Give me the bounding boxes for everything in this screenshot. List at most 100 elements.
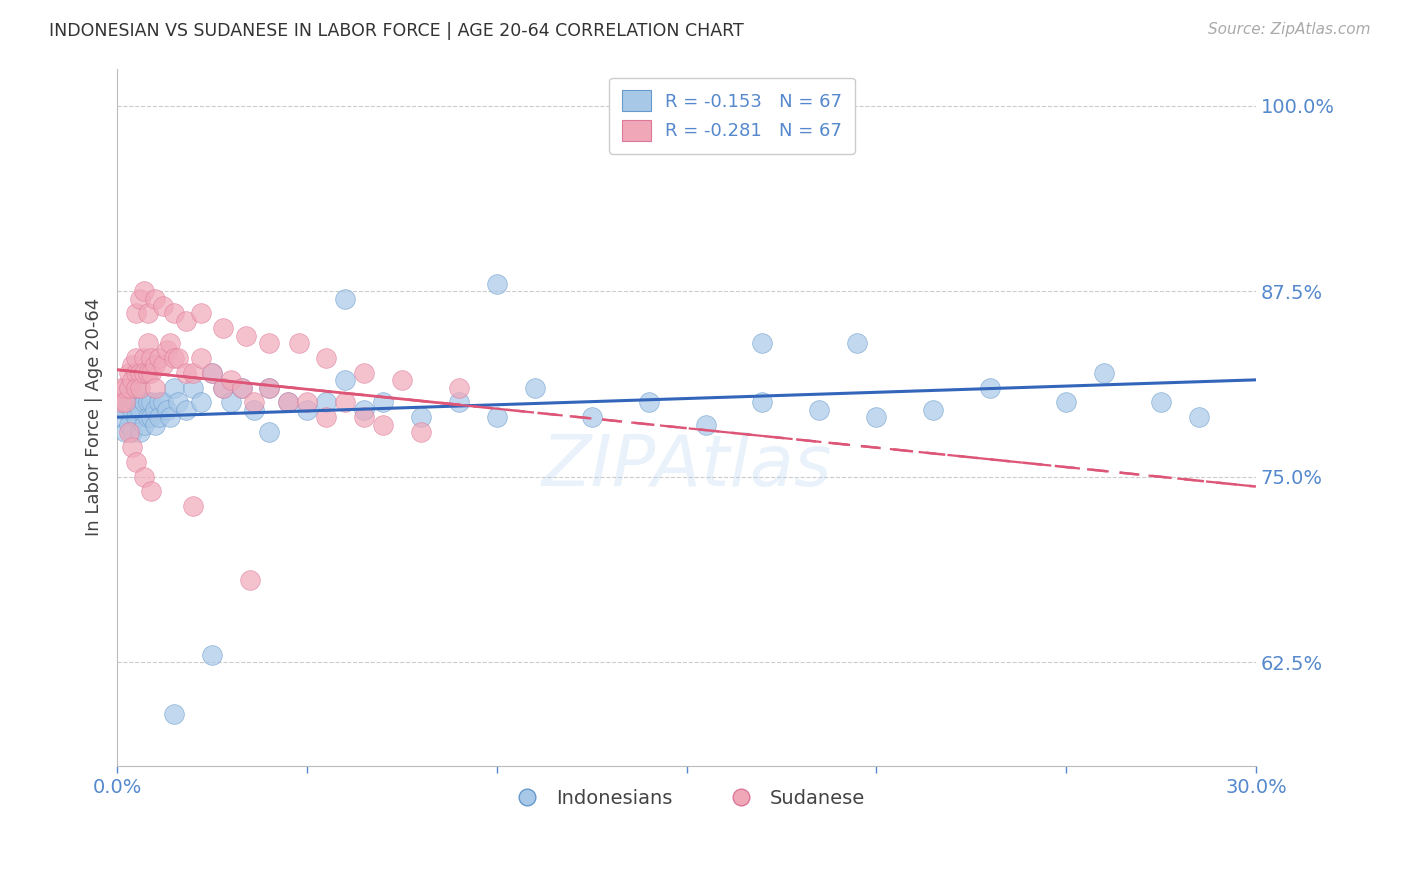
Point [114, 402, 136, 417]
Point [581, 410, 603, 425]
Point [114, 395, 136, 409]
Point [315, 410, 337, 425]
Point [353, 410, 375, 425]
Point [1092, 366, 1115, 380]
Point [110, 410, 132, 425]
Point [136, 336, 159, 351]
Point [163, 706, 186, 721]
Point [751, 395, 773, 409]
Point [190, 306, 212, 320]
Point [125, 351, 148, 365]
Point [132, 284, 155, 298]
Point [152, 395, 174, 409]
Point [136, 410, 159, 425]
Point [212, 380, 235, 394]
Point [141, 484, 163, 499]
Point [155, 343, 177, 358]
Point [132, 351, 155, 365]
Point [315, 351, 337, 365]
Point [117, 417, 139, 432]
Point [201, 366, 224, 380]
Point [163, 380, 186, 394]
Point [125, 380, 148, 394]
Point [235, 328, 257, 343]
Point [181, 380, 204, 394]
Point [295, 402, 318, 417]
Point [143, 292, 166, 306]
Point [257, 380, 280, 394]
Point [121, 402, 143, 417]
Point [148, 410, 170, 425]
Point [239, 574, 262, 588]
Point [1188, 410, 1211, 425]
Point [141, 351, 163, 365]
Point [117, 366, 139, 380]
Point [181, 366, 204, 380]
Point [371, 417, 394, 432]
Point [485, 277, 508, 291]
Point [371, 395, 394, 409]
Point [117, 380, 139, 394]
Point [141, 395, 163, 409]
Point [751, 336, 773, 351]
Point [117, 395, 139, 409]
Point [152, 299, 174, 313]
Point [125, 380, 148, 394]
Point [979, 380, 1001, 394]
Point [277, 395, 299, 409]
Point [117, 425, 139, 439]
Point [117, 380, 139, 394]
Point [190, 395, 212, 409]
Point [143, 359, 166, 373]
Point [243, 395, 266, 409]
Y-axis label: In Labor Force | Age 20-64: In Labor Force | Age 20-64 [86, 298, 103, 536]
Point [121, 440, 143, 454]
Point [121, 373, 143, 387]
Point [155, 402, 177, 417]
Point [132, 417, 155, 432]
Point [125, 366, 148, 380]
Point [201, 648, 224, 662]
Point [174, 402, 197, 417]
Point [136, 366, 159, 380]
Point [295, 395, 318, 409]
Point [523, 380, 546, 394]
Point [148, 351, 170, 365]
Point [152, 359, 174, 373]
Point [201, 366, 224, 380]
Point [865, 410, 887, 425]
Point [212, 321, 235, 335]
Point [121, 425, 143, 439]
Point [129, 366, 152, 380]
Point [637, 395, 659, 409]
Point [129, 425, 152, 439]
Point [695, 417, 717, 432]
Point [167, 351, 190, 365]
Point [257, 336, 280, 351]
Point [143, 402, 166, 417]
Point [132, 395, 155, 409]
Point [409, 410, 432, 425]
Point [231, 380, 253, 394]
Point [846, 336, 869, 351]
Point [143, 417, 166, 432]
Point [125, 410, 148, 425]
Point [129, 292, 152, 306]
Point [333, 395, 356, 409]
Point [1054, 395, 1077, 409]
Legend: Indonesians, Sudanese: Indonesians, Sudanese [501, 780, 873, 815]
Point [288, 336, 311, 351]
Point [257, 425, 280, 439]
Point [163, 306, 186, 320]
Point [333, 373, 356, 387]
Point [409, 425, 432, 439]
Point [315, 395, 337, 409]
Point [181, 500, 204, 514]
Point [125, 395, 148, 409]
Point [353, 366, 375, 380]
Text: Source: ZipAtlas.com: Source: ZipAtlas.com [1208, 22, 1371, 37]
Text: INDONESIAN VS SUDANESE IN LABOR FORCE | AGE 20-64 CORRELATION CHART: INDONESIAN VS SUDANESE IN LABOR FORCE | … [49, 22, 744, 40]
Point [129, 380, 152, 394]
Point [121, 359, 143, 373]
Point [159, 410, 181, 425]
